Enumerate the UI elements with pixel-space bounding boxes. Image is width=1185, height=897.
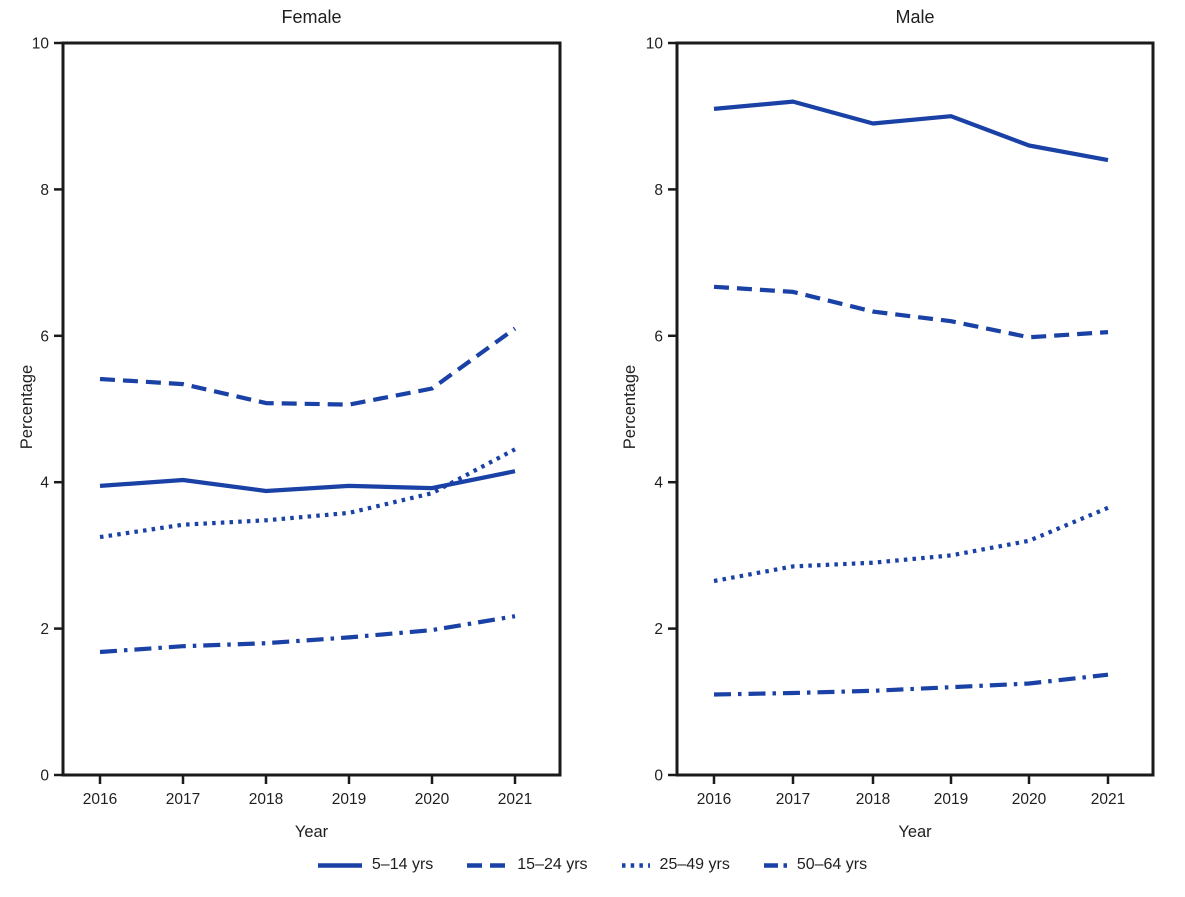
y-tick-label: 10 [32,36,50,53]
series-line-dotted [713,505,1109,584]
legend-item: 50–64 yrs [763,856,868,874]
panel-female: 0 2 4 6 8 10 2016 2017 2018 2019 2020 2021 [32,36,562,808]
x-tick-label: 2016 [697,791,731,808]
plot-frame [675,41,1155,777]
legend-item: 15–24 yrs [467,856,588,874]
series-line-dashdot [99,614,516,655]
legend-label: 15–24 yrs [517,856,588,873]
legend-line-dashdot-icon [763,862,787,868]
series-line-solid [99,469,516,494]
x-tick-label: 2020 [1012,791,1047,808]
legend: 5–14 yrs 15–24 yrs 25–49 yrs 50–64 yrs [0,856,1185,874]
panel-title-female: Female [281,7,342,27]
series-line-dashed [99,326,517,407]
legend-item: 5–14 yrs [317,856,434,874]
legend-label: 50–64 yrs [796,856,868,873]
panel-male: 0 2 4 6 8 10 2016 2017 2018 2019 2020 2021 [646,36,1155,808]
y-tick-label: 2 [654,621,663,638]
x-tick-label: 2016 [83,791,117,808]
legend-label: 25–49 yrs [659,856,730,873]
x-tick-label: 2017 [776,791,810,808]
legend-label: 5–14 yrs [371,856,434,873]
x-axis-label-female: Year [294,823,329,841]
series-line-dashdot [713,672,1109,697]
y-tick-label: 10 [646,36,664,53]
y-tick-label: 6 [654,328,663,345]
legend-line-solid-icon [317,862,362,868]
series-line-dotted [99,447,516,540]
x-tick-label: 2021 [498,791,532,808]
legend-item: 25–49 yrs [621,856,730,874]
plot-frame [61,41,562,777]
y-tick-label: 2 [40,621,49,638]
y-tick-label: 0 [654,768,663,785]
legend-line-dotted-icon [621,862,650,868]
panel-title-male: Male [895,7,935,27]
y-tick-label: 8 [40,182,49,199]
x-tick-label: 2018 [856,791,890,808]
y-tick-label: 6 [40,328,49,345]
y-tick-label: 4 [654,475,663,492]
y-tick-label: 0 [40,768,49,785]
x-tick-label: 2021 [1091,791,1125,808]
series-line-solid [713,99,1109,163]
x-tick-label: 2017 [166,791,200,808]
x-tick-label: 2019 [934,791,968,808]
legend-line-dashed-icon [467,862,508,868]
y-tick-label: 8 [654,182,663,199]
x-tick-label: 2018 [249,791,283,808]
x-axis-label-male: Year [898,823,932,841]
x-tick-label: 2020 [415,791,450,808]
series-line-dashed [713,284,1109,340]
y-tick-label: 4 [40,475,49,492]
x-tick-label: 2019 [332,791,366,808]
